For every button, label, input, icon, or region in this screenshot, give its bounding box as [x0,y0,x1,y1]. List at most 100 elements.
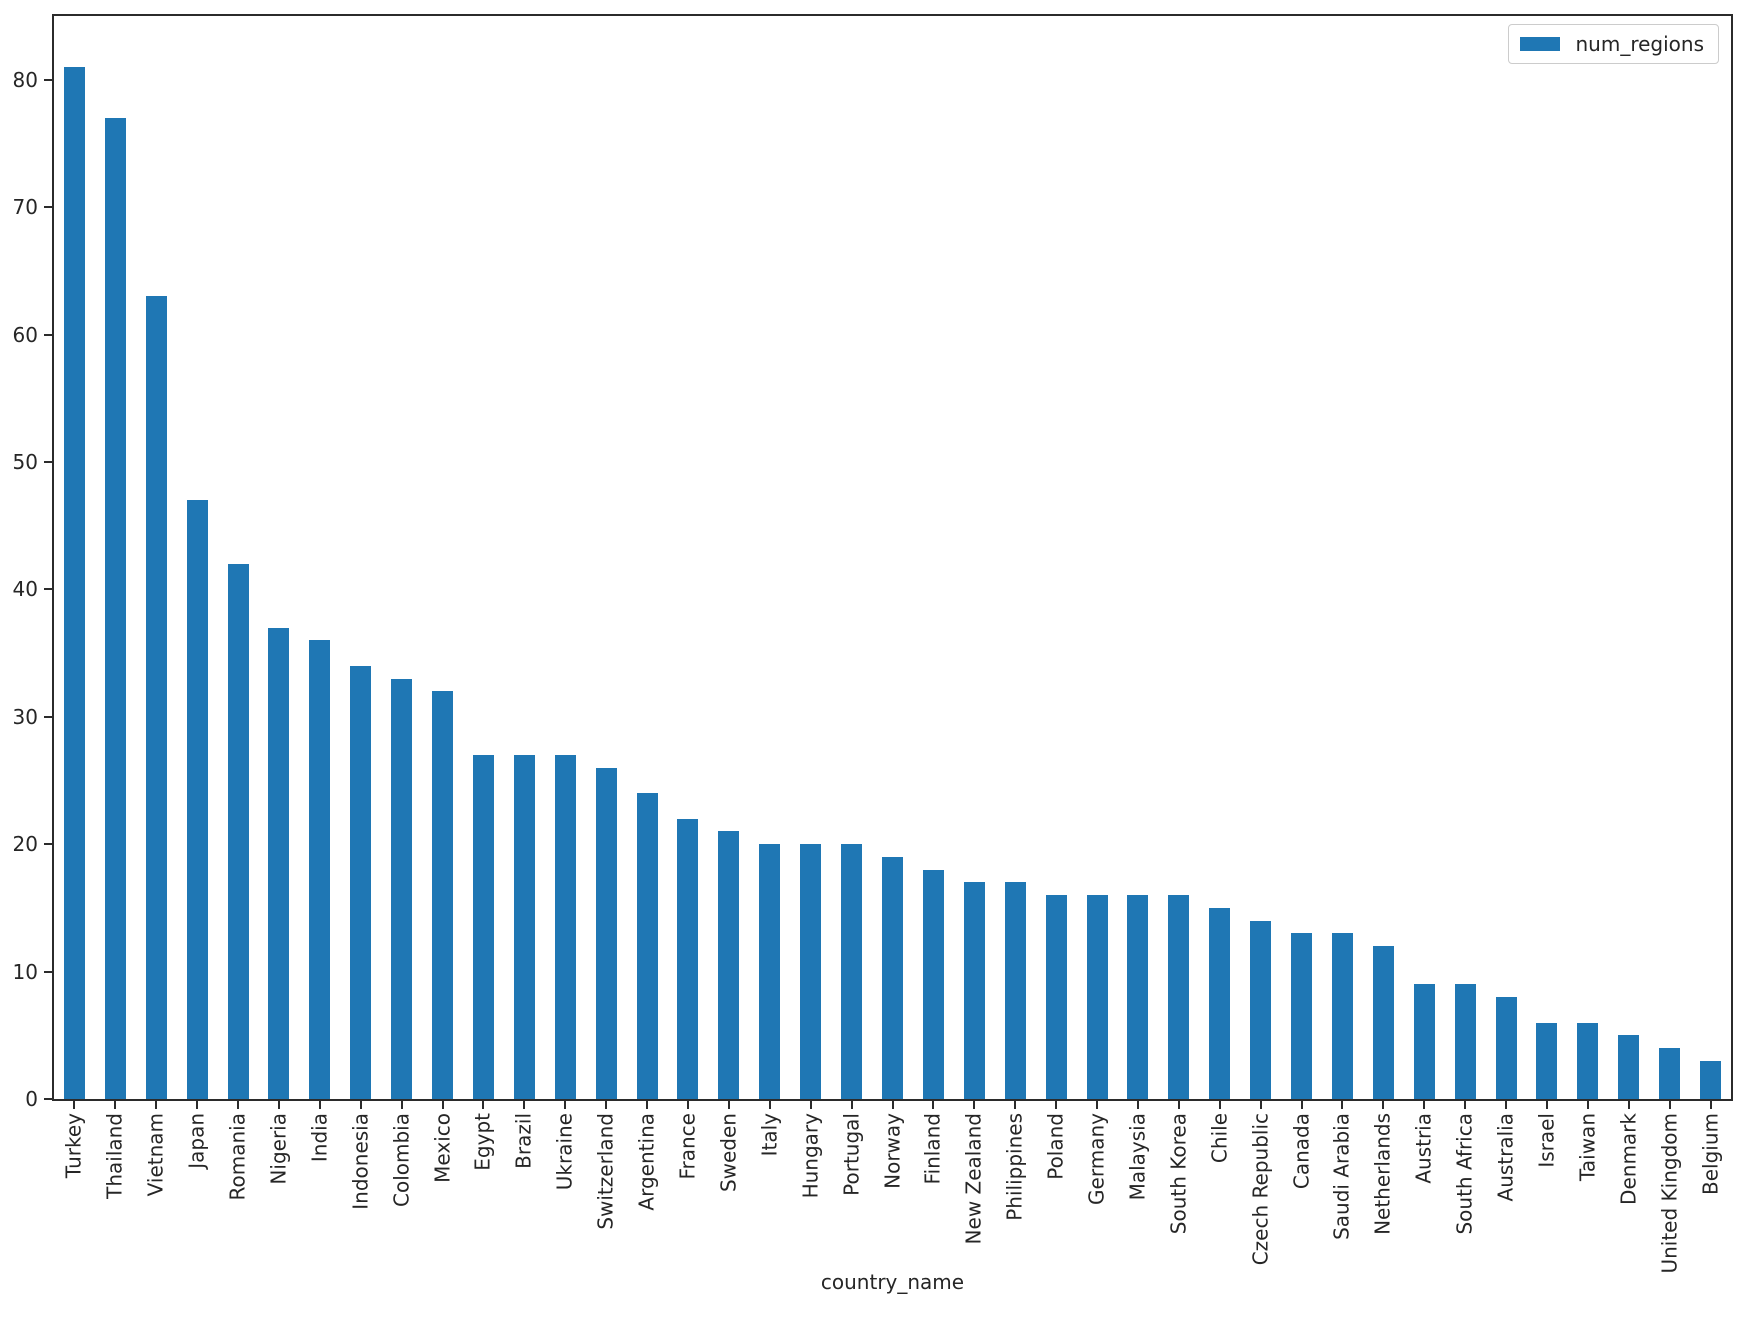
bar-poland [1045,895,1067,1099]
x-tick-mark [605,1101,608,1109]
bar-switzerland [595,767,617,1099]
x-tick-label-norway: Norway [880,1113,904,1189]
y-tick-mark [44,970,52,973]
x-tick-mark [768,1101,771,1109]
x-tick-mark [1300,1101,1303,1109]
bar-chile [1209,907,1231,1099]
bar-mexico [432,691,454,1099]
x-tick-mark [1218,1101,1221,1109]
x-tick-label-switzerland: Switzerland [593,1113,618,1230]
bar-romania [227,563,249,1099]
x-tick-mark [155,1101,158,1109]
bar-united-kingdom [1659,1048,1681,1099]
x-tick-label-united-kingdom: United Kingdom [1657,1113,1682,1274]
y-tick-label: 40 [12,577,38,602]
x-tick-label-brazil: Brazil [511,1113,536,1169]
bar-egypt [472,755,494,1099]
y-tick-mark [44,843,52,846]
y-tick-mark [44,715,52,718]
x-tick-mark [891,1101,894,1109]
x-tick-mark [1627,1101,1630,1109]
x-tick-label-chile: Chile [1207,1113,1232,1164]
bar-ukraine [554,755,576,1099]
x-tick-label-sweden: Sweden [716,1113,741,1193]
x-tick-label-taiwan: Taiwan [1575,1113,1600,1182]
x-tick-mark [482,1101,485,1109]
legend-label: num_regions [1575,32,1704,56]
x-tick-mark [114,1101,117,1109]
y-tick-label: 60 [12,322,38,347]
bar-japan [186,500,208,1099]
x-tick-mark [237,1101,240,1109]
plot-area: num_regions [52,14,1733,1101]
y-tick-label: 50 [12,449,38,474]
x-tick-label-saudi-arabia: Saudi Arabia [1329,1113,1354,1240]
x-tick-label-netherlands: Netherlands [1370,1113,1395,1235]
x-tick-label-mexico: Mexico [430,1113,455,1183]
y-tick-label: 80 [12,67,38,92]
bar-germany [1086,895,1108,1099]
x-tick-mark [1341,1101,1344,1109]
x-tick-mark [1259,1101,1262,1109]
x-tick-mark [400,1101,403,1109]
bar-belgium [1700,1060,1722,1099]
legend: num_regions [1508,24,1719,64]
y-tick-mark [44,1098,52,1100]
x-tick-label-egypt: Egypt [470,1113,495,1171]
x-tick-label-portugal: Portugal [839,1113,864,1196]
x-tick-label-austria: Austria [1411,1113,1436,1184]
x-tick-label-italy: Italy [757,1113,782,1157]
bar-indonesia [350,665,372,1099]
x-tick-label-japan: Japan [184,1113,209,1169]
bar-philippines [1004,882,1026,1099]
x-tick-mark [73,1101,76,1109]
bar-south-africa [1454,984,1476,1099]
bar-nigeria [268,627,290,1099]
bar-australia [1495,997,1517,1099]
x-tick-mark [523,1101,526,1109]
x-tick-label-hungary: Hungary [798,1113,823,1199]
x-tick-label-colombia: Colombia [389,1113,414,1207]
x-tick-label-nigeria: Nigeria [266,1113,291,1185]
bar-norway [882,856,903,1099]
bar-sweden [718,831,740,1099]
bar-vietnam [145,296,167,1099]
bar-france [677,818,699,1099]
x-tick-label-new-zealand: New Zealand [961,1113,986,1245]
x-tick-mark [809,1101,812,1109]
bar-portugal [841,844,863,1099]
bar-india [309,640,331,1099]
y-tick-mark [44,206,52,209]
x-axis-title: country_name [820,1270,965,1294]
bar-denmark [1618,1035,1640,1099]
x-tick-label-canada: Canada [1289,1113,1314,1190]
x-tick-mark [1096,1101,1098,1109]
x-tick-mark [1382,1101,1385,1109]
bar-taiwan [1577,1022,1599,1099]
bar-thailand [104,117,126,1099]
x-tick-label-france: France [675,1113,700,1180]
x-tick-label-belgium: Belgium [1698,1113,1723,1195]
x-tick-mark [850,1101,853,1109]
bar-netherlands [1372,946,1394,1099]
x-tick-label-philippines: Philippines [1002,1113,1027,1221]
x-tick-label-south-africa: South Africa [1452,1113,1477,1235]
x-tick-label-south-korea: South Korea [1166,1113,1191,1235]
bar-hungary [800,844,822,1099]
x-tick-mark [196,1101,199,1109]
bar-south-korea [1168,895,1190,1099]
x-tick-label-argentina: Argentina [634,1113,659,1211]
bar-colombia [391,678,413,1099]
bar-austria [1413,984,1435,1099]
x-tick-mark [1177,1101,1180,1109]
x-tick-mark [646,1101,649,1109]
x-tick-mark [1545,1101,1548,1109]
y-tick-label: 20 [12,832,38,857]
x-tick-mark [1668,1101,1671,1109]
x-tick-mark [1464,1101,1467,1109]
x-tick-mark [1709,1101,1712,1109]
bar-finland [922,869,944,1099]
legend-swatch-icon [1520,37,1561,51]
bar-czech-republic [1250,920,1272,1099]
